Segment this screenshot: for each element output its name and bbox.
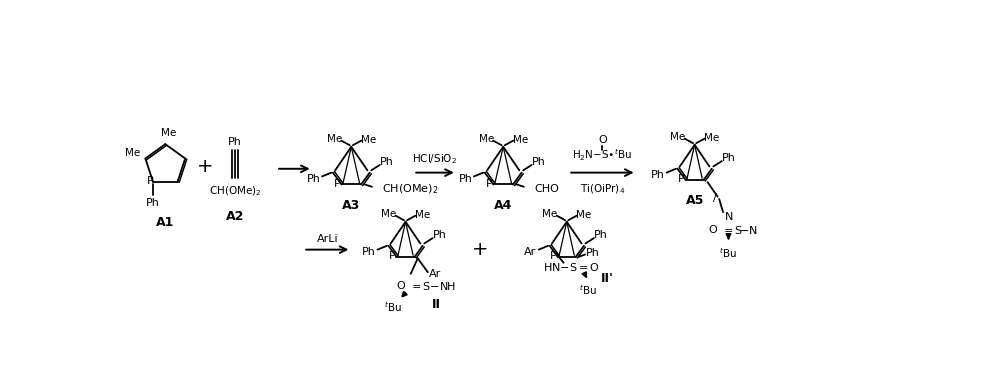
Text: Ph: Ph [594,230,608,240]
Text: Me: Me [542,209,557,219]
Text: $^t$Bu: $^t$Bu [719,246,737,260]
Text: CH(OMe)$_2$: CH(OMe)$_2$ [382,182,438,196]
Text: II: II [432,298,441,311]
Text: P: P [550,251,556,261]
Text: A4: A4 [494,199,512,212]
Text: Me: Me [125,148,141,158]
Text: A3: A3 [342,199,360,212]
Text: II': II' [601,272,614,285]
Text: ArLi: ArLi [316,234,338,244]
Text: P: P [334,179,340,189]
Text: H$_2$N$-$S$\bullet$$^t$Bu: H$_2$N$-$S$\bullet$$^t$Bu [572,148,633,163]
Text: Me: Me [415,210,430,220]
Text: Me: Me [161,128,176,138]
Text: Me: Me [704,133,719,143]
Text: Ph: Ph [433,230,447,240]
Text: Me: Me [513,135,528,145]
Text: Me: Me [479,134,494,144]
Text: O: O [598,135,607,145]
Text: Me: Me [327,134,342,144]
Text: N: N [725,212,733,222]
Text: Ti(OiPr)$_4$: Ti(OiPr)$_4$ [580,183,625,196]
Text: $=$S$-$NH: $=$S$-$NH [409,280,456,292]
Text: Ph: Ph [362,247,376,257]
Text: Ph: Ph [458,174,472,184]
Text: A5: A5 [685,194,704,207]
Text: +: + [197,157,213,176]
Text: Ph: Ph [586,248,600,258]
Text: A2: A2 [226,210,244,223]
Text: Me: Me [576,210,591,220]
Text: P: P [388,251,395,261]
Text: Ar: Ar [429,269,441,279]
Text: $=$S: $=$S [721,224,743,236]
Text: $^t$Bu: $^t$Bu [384,300,402,314]
Text: Me: Me [361,135,376,145]
Text: Ar: Ar [524,247,536,257]
Text: HCl/SiO$_2$: HCl/SiO$_2$ [412,152,458,166]
Text: O: O [709,225,717,235]
Text: O: O [396,281,405,291]
Text: P: P [485,179,492,189]
Text: P: P [678,174,684,184]
Text: Ph: Ph [380,157,394,167]
Text: Ph: Ph [722,153,736,163]
Text: Ph: Ph [532,157,546,167]
Text: $-$N: $-$N [739,224,757,236]
Text: HN$-$S$=$O: HN$-$S$=$O [543,261,600,273]
Text: A1: A1 [156,216,174,229]
Text: CHO: CHO [534,184,559,194]
Text: Me: Me [381,209,396,219]
Text: /: / [713,193,717,203]
Text: $^t$Bu: $^t$Bu [579,284,597,297]
Text: P: P [147,176,153,186]
Text: Ph: Ph [146,198,160,208]
Text: Me: Me [670,132,685,142]
Text: Ph: Ph [228,137,242,147]
Text: CH(OMe)$_2$: CH(OMe)$_2$ [209,184,261,198]
Text: Ph: Ph [651,170,665,180]
Text: Ph: Ph [307,174,320,184]
Text: +: + [472,240,488,259]
